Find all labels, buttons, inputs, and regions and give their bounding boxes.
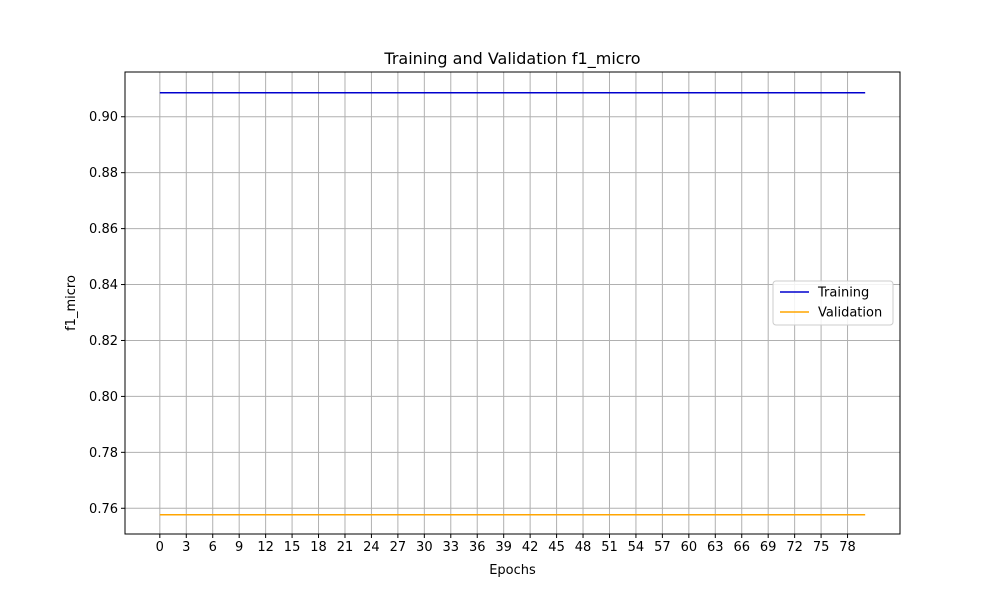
x-tick-label: 33 xyxy=(443,540,460,555)
x-axis-ticks: 0 3 6 9 12 15 18 21 24 27 30 33 36 39 42 45 48 51 54 57 60 63… xyxy=(156,534,856,555)
x-tick-label: 3 xyxy=(182,540,190,555)
x-tick-label: 66 xyxy=(733,540,750,555)
x-tick-label: 69 xyxy=(760,540,777,555)
x-tick-label: 42 xyxy=(522,540,539,555)
x-tick-label: 72 xyxy=(786,540,803,555)
series-layer xyxy=(159,91,866,516)
x-tick-label: 27 xyxy=(390,540,407,555)
y-tick-label: 0.76 xyxy=(89,502,118,517)
y-tick-label: 0.78 xyxy=(89,446,118,461)
plot-background xyxy=(125,72,900,534)
x-tick-label: 12 xyxy=(257,540,274,555)
y-tick-label: 0.82 xyxy=(89,334,118,349)
x-tick-label: 30 xyxy=(416,540,433,555)
x-tick-label: 6 xyxy=(209,540,217,555)
x-tick-label: 54 xyxy=(628,540,645,555)
x-tick-label: 24 xyxy=(363,540,380,555)
chart-title: Training and Validation f1_micro xyxy=(383,49,640,69)
y-axis-ticks: 0.76 0.78 0.80 0.82 0.84 0.86 0.88 0.90 xyxy=(89,110,125,517)
y-tick-label: 0.88 xyxy=(89,166,118,181)
x-tick-label: 9 xyxy=(235,540,243,555)
y-tick-label: 0.86 xyxy=(89,222,118,237)
x-tick-label: 48 xyxy=(575,540,592,555)
x-tick-label: 57 xyxy=(654,540,671,555)
x-tick-label: 60 xyxy=(681,540,698,555)
x-tick-label: 21 xyxy=(337,540,354,555)
x-axis-title: Epochs xyxy=(489,563,536,578)
y-tick-label: 0.80 xyxy=(89,390,118,405)
x-tick-label: 51 xyxy=(601,540,618,555)
x-tick-label: 0 xyxy=(156,540,164,555)
x-tick-label: 15 xyxy=(284,540,301,555)
legend-label-validation: Validation xyxy=(818,306,882,321)
plot-area xyxy=(124,71,901,535)
x-tick-label: 39 xyxy=(495,540,512,555)
x-tick-label: 63 xyxy=(707,540,724,555)
x-tick-label: 45 xyxy=(548,540,565,555)
y-tick-label: 0.90 xyxy=(89,110,118,125)
x-tick-label: 78 xyxy=(839,540,856,555)
legend: Training Validation xyxy=(772,280,894,326)
x-tick-label: 36 xyxy=(469,540,486,555)
grid-layer xyxy=(125,72,900,534)
y-axis-title: f1_micro xyxy=(64,275,79,331)
legend-label-training: Training xyxy=(817,286,869,301)
y-tick-label: 0.84 xyxy=(89,278,118,293)
x-tick-label: 18 xyxy=(310,540,327,555)
plot-frame xyxy=(124,71,901,535)
x-tick-label: 75 xyxy=(813,540,830,555)
